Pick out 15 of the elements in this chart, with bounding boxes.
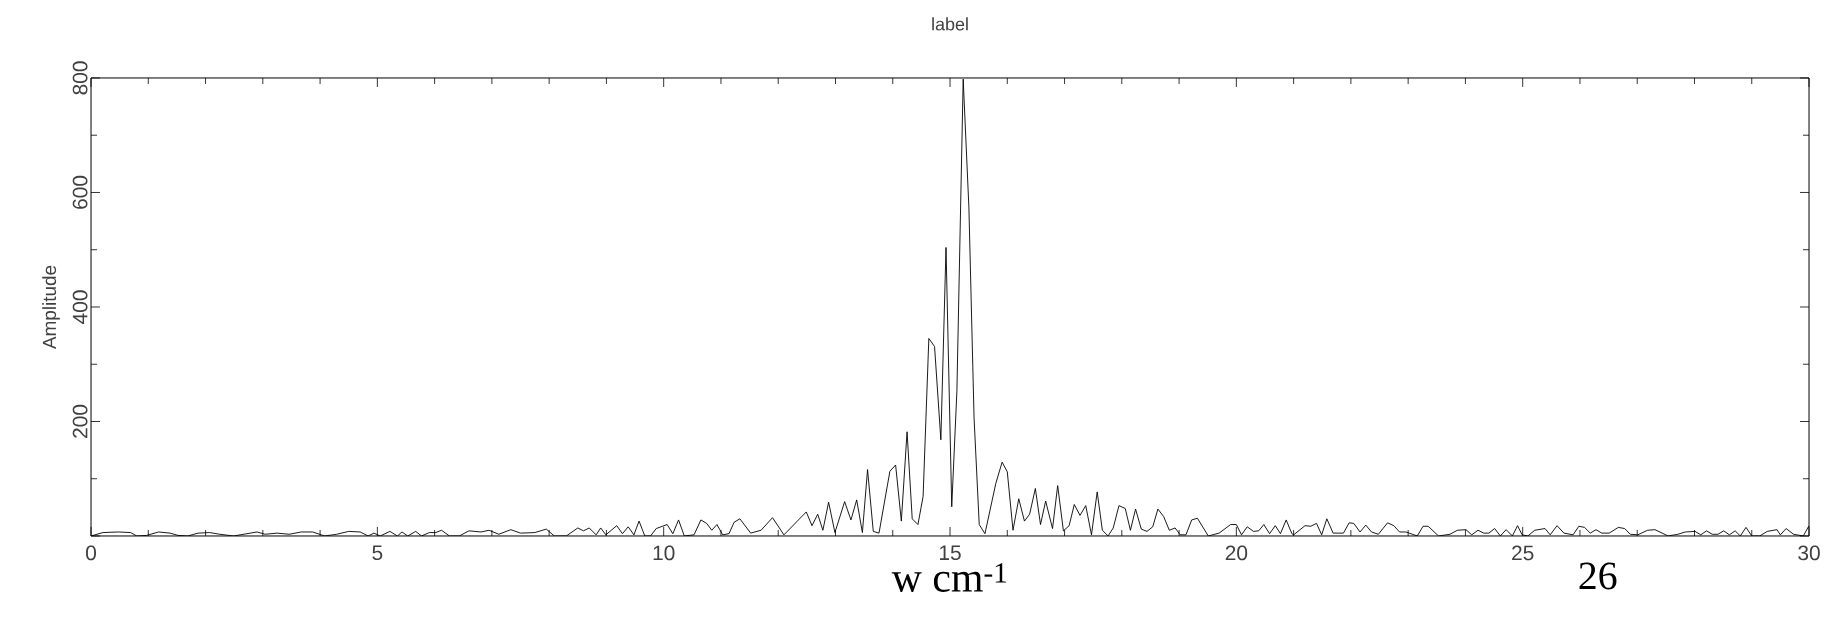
x-axis-title: w cm$^{-1}$ <box>891 563 1007 592</box>
y-axis-title: Amplitude <box>42 265 60 350</box>
x-tick-label: 15 <box>939 545 961 561</box>
x-tick-label: 0 <box>86 545 97 561</box>
y-tick-label: 800 <box>72 61 88 95</box>
x-tick-label: 20 <box>1225 545 1248 561</box>
y-tick-label: 200 <box>72 404 88 438</box>
x-tick-label: 5 <box>372 545 383 561</box>
chart-title: label <box>932 17 968 31</box>
x-tick-label: 30 <box>1798 545 1820 561</box>
y-tick-label: 600 <box>72 175 88 209</box>
x-tick-label: 25 <box>1512 545 1534 561</box>
x-tick-label: 10 <box>653 545 675 561</box>
text: 26 <box>1579 562 1617 590</box>
y-tick-label: 400 <box>72 290 88 324</box>
